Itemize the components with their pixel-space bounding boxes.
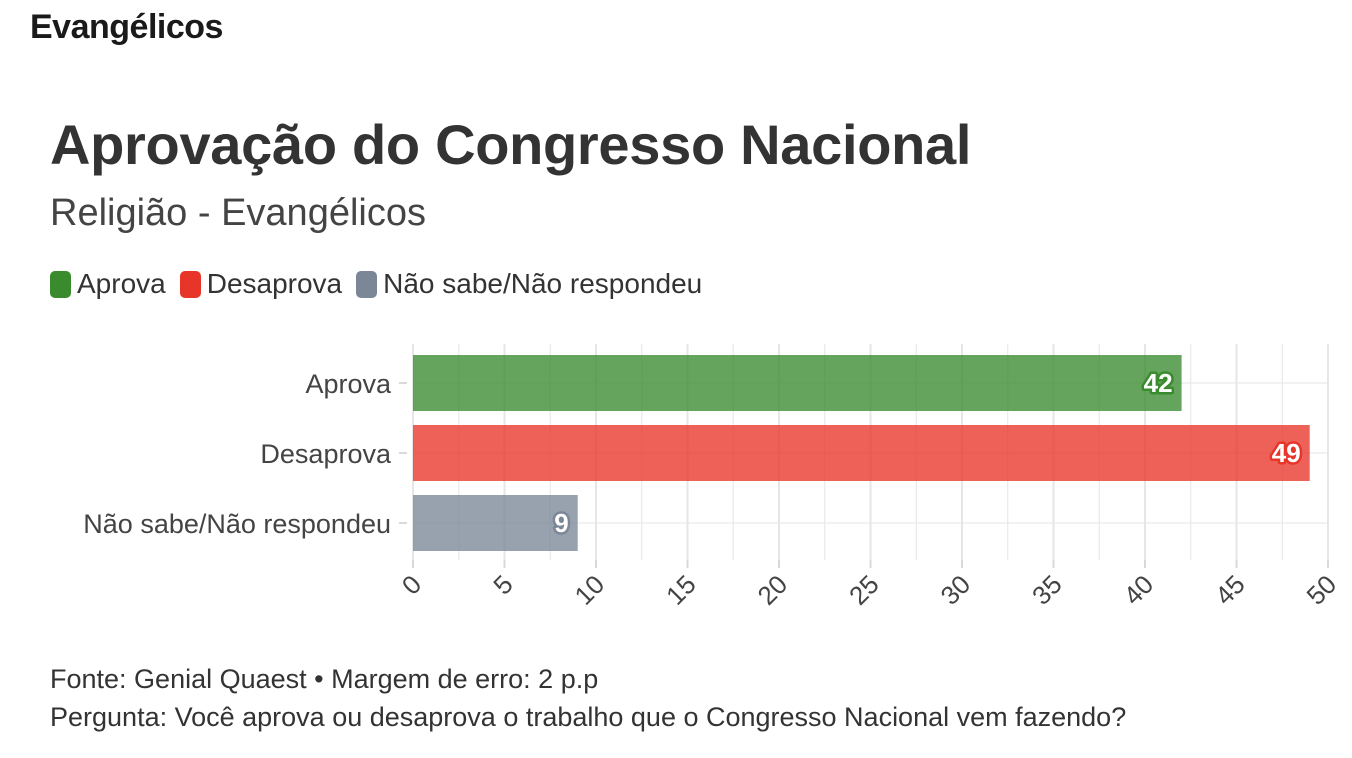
x-tick-label: 20 bbox=[752, 569, 794, 611]
legend-swatch-desaprova bbox=[179, 270, 201, 298]
x-tick-label: 15 bbox=[660, 569, 702, 611]
question-note: Pergunta: Você aprova ou desaprova o tra… bbox=[50, 702, 1127, 732]
x-tick-label: 0 bbox=[396, 569, 427, 600]
data-label-nsnr: 9 bbox=[554, 508, 568, 538]
category-label-desaprova: Desaprova bbox=[260, 439, 392, 469]
x-tick-label: 5 bbox=[487, 569, 518, 600]
bar-desaprova bbox=[413, 425, 1310, 481]
legend-item-aprova: Aprova bbox=[50, 268, 166, 300]
x-tick-label: 30 bbox=[935, 569, 977, 611]
legend-label-desaprova: Desaprova bbox=[206, 268, 343, 299]
chart-subtitle: Religião - Evangélicos bbox=[50, 192, 426, 234]
legend-item-nsnr: Não sabe/Não respondeu bbox=[356, 268, 702, 300]
x-tick-label: 45 bbox=[1209, 569, 1251, 611]
x-tick-label: 50 bbox=[1301, 569, 1343, 611]
legend-item-desaprova: Desaprova bbox=[179, 268, 343, 300]
x-tick-label: 35 bbox=[1026, 569, 1068, 611]
source-note: Fonte: Genial Quaest • Margem de erro: 2… bbox=[50, 664, 599, 694]
category-label-aprova: Aprova bbox=[305, 369, 392, 399]
chart-title: Aprovação do Congresso Nacional bbox=[50, 113, 972, 176]
x-tick-label: 10 bbox=[569, 569, 611, 611]
legend-label-aprova: Aprova bbox=[77, 268, 166, 299]
bar-chart: Aprova 42 Desaprova 49 Não sabe/Não responde… bbox=[83, 344, 1343, 611]
bar-nsnr bbox=[413, 495, 578, 551]
page-header-title: Evangélicos bbox=[30, 8, 223, 46]
data-label-aprova: 42 bbox=[1144, 368, 1173, 398]
category-label-nsnr: Não sabe/Não respondeu bbox=[83, 509, 391, 539]
x-tick-label: 40 bbox=[1118, 569, 1160, 611]
data-label-desaprova: 49 bbox=[1272, 438, 1301, 468]
x-tick-label: 25 bbox=[843, 569, 885, 611]
chart-legend: Aprova Desaprova Não sabe/Não respondeu bbox=[50, 268, 716, 300]
legend-swatch-aprova bbox=[50, 270, 71, 298]
bar-aprova bbox=[413, 355, 1182, 411]
legend-swatch-nsnr bbox=[356, 270, 378, 298]
legend-label-nsnr: Não sabe/Não respondeu bbox=[383, 268, 703, 299]
